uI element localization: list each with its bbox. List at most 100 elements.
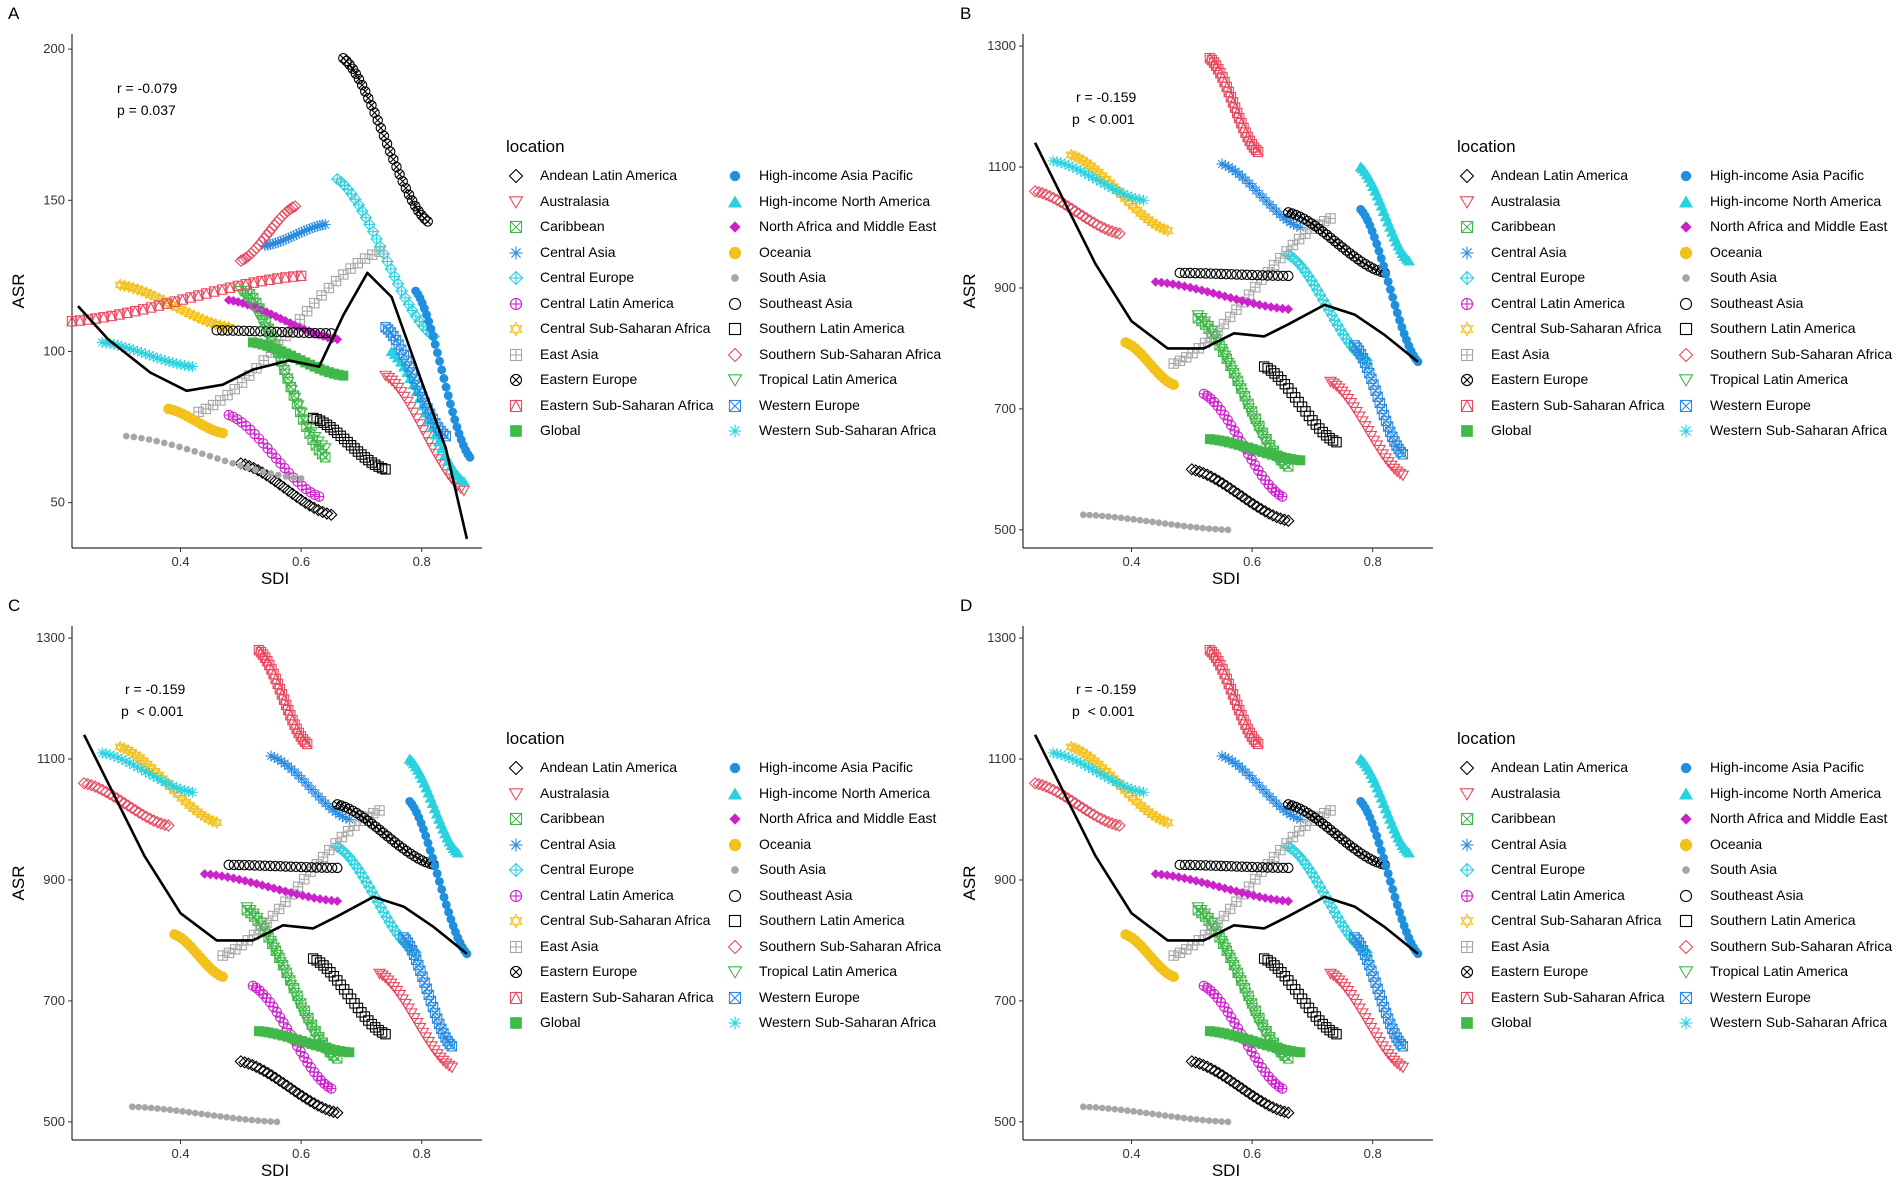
y-tick-label: 1300	[36, 630, 65, 645]
point	[363, 1015, 374, 1026]
point	[1227, 484, 1241, 498]
legend-label: Central Latin America	[540, 294, 674, 311]
point	[1272, 270, 1284, 281]
x-tick-label: 0.8	[413, 1146, 431, 1161]
point	[280, 1079, 294, 1093]
point	[1194, 905, 1208, 917]
point	[1258, 1097, 1272, 1110]
legend-label: High-income Asia Pacific	[1710, 167, 1865, 183]
legend-item-andean-latin-america: Andean Latin America	[1457, 757, 1628, 778]
point	[1083, 806, 1097, 819]
legend-label: Central Asia	[1491, 243, 1567, 260]
point	[387, 982, 401, 994]
point	[320, 507, 334, 520]
point	[1396, 1062, 1410, 1074]
point	[1252, 861, 1263, 873]
point	[92, 781, 106, 795]
legend-item-central-latin-america: Central Latin America	[1457, 885, 1625, 906]
y-tick-label: 700	[994, 993, 1016, 1008]
point	[1243, 1087, 1256, 1100]
series-andean-latin-america	[1185, 1055, 1295, 1120]
point	[1266, 302, 1276, 312]
point	[244, 297, 258, 309]
legend-key-icon	[506, 784, 526, 804]
legend-title: location	[1457, 729, 1516, 748]
point	[116, 753, 128, 765]
point	[353, 73, 365, 85]
y-axis-title: ASR	[9, 274, 28, 309]
legend-key-icon	[725, 396, 745, 416]
legend-item-global: Global	[1457, 420, 1531, 441]
point	[244, 860, 255, 871]
y-tick-label: 1300	[987, 630, 1016, 645]
point	[409, 373, 420, 384]
legend-item-western-sub-saharan-africa: Western Sub-Saharan Africa	[1676, 420, 1887, 441]
point	[1156, 869, 1167, 880]
legend-label: Western Sub-Saharan Africa	[1710, 422, 1888, 438]
point	[1374, 246, 1384, 256]
point	[1325, 805, 1336, 816]
legend-item-southern-sub-saharan-africa: Southern Sub-Saharan Africa	[1676, 344, 1892, 365]
legend-item-east-asia: East Asia	[506, 344, 598, 365]
point	[1272, 455, 1286, 467]
data-points	[66, 52, 475, 522]
legend-label: Central Europe	[540, 269, 635, 285]
y-axis-title: ASR	[960, 866, 979, 901]
point	[235, 1115, 243, 1123]
point	[324, 508, 338, 522]
point	[403, 189, 415, 200]
legend-item-australasia: Australasia	[1457, 191, 1560, 212]
point	[1205, 860, 1216, 871]
point	[1161, 815, 1174, 830]
legend-item-central-latin-america: Central Latin America	[506, 293, 674, 314]
series-high-income-north-america	[385, 345, 470, 487]
point	[1252, 424, 1266, 436]
point	[332, 896, 343, 906]
point	[238, 1056, 251, 1069]
legend-label: High-income North America	[1710, 784, 1882, 801]
point	[1094, 812, 1108, 826]
legend-key-icon	[1457, 370, 1477, 390]
point	[359, 253, 371, 264]
point	[233, 859, 245, 871]
point	[1050, 785, 1064, 799]
legend-label: Western Europe	[1710, 396, 1811, 413]
point	[267, 910, 279, 922]
legend-label: Western Sub-Saharan Africa	[1710, 1014, 1888, 1030]
point	[229, 383, 241, 395]
legend-item-high-income-asia-pacific: High-income Asia Pacific	[1676, 757, 1864, 778]
legend-label: Global	[540, 422, 581, 438]
legend-key-icon	[1457, 243, 1477, 263]
point	[1080, 212, 1093, 225]
legend-key-icon	[725, 758, 745, 778]
point	[1111, 1105, 1119, 1113]
point	[307, 1029, 321, 1041]
point	[1113, 819, 1126, 832]
legend-label: Oceania	[1710, 835, 1763, 852]
legend-label: Oceania	[759, 243, 812, 260]
point	[301, 420, 315, 432]
legend-key-icon	[1676, 243, 1696, 263]
point	[188, 309, 200, 323]
point	[335, 430, 346, 442]
point	[1109, 226, 1123, 239]
point	[1150, 277, 1161, 287]
legend-key-icon	[1457, 784, 1477, 804]
point	[204, 1111, 212, 1119]
legend-label: Eastern Europe	[1491, 371, 1589, 387]
point	[1269, 452, 1282, 464]
point	[151, 815, 164, 829]
point	[439, 892, 449, 902]
legend-item-oceania: Oceania	[1676, 242, 1762, 263]
legend-label: Central Sub-Saharan Africa	[540, 320, 711, 336]
point	[428, 1045, 441, 1057]
point	[1277, 1083, 1288, 1094]
point	[1262, 1099, 1276, 1112]
legend-key-icon	[725, 835, 745, 855]
series-south-asia	[122, 432, 305, 482]
point	[1208, 1064, 1222, 1078]
legend-label: Western Europe	[759, 396, 860, 413]
series-southern-sub-saharan-africa	[234, 200, 302, 268]
legend-key-icon	[1457, 758, 1477, 778]
point	[1228, 372, 1242, 384]
